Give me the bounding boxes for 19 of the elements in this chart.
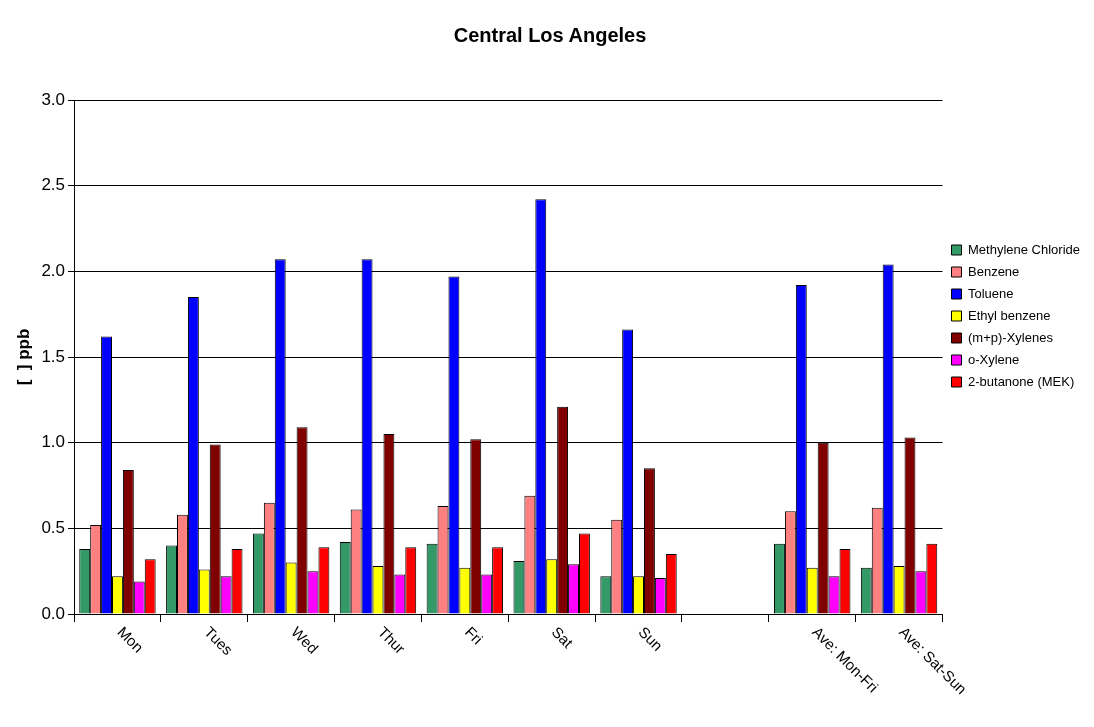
legend-label: (m+p)-Xylenes	[968, 329, 1054, 345]
x-tick-label: Sat	[548, 623, 578, 652]
y-tick-label: 2.0	[41, 261, 66, 281]
y-tick-label: 1.0	[41, 432, 66, 452]
chart-title: Central Los Angeles	[453, 23, 647, 46]
legend-label: 2-butanone (MEK)	[968, 373, 1075, 389]
y-tick-label: 0.0	[41, 603, 66, 623]
legend-label: Ethyl benzene	[968, 307, 1051, 323]
y-tick-label: 1.5	[41, 346, 66, 366]
legend-label: o-Xylene	[968, 351, 1020, 367]
y-tick-label: 2.5	[41, 175, 66, 195]
legend-label: Toluene	[968, 285, 1014, 301]
legend-label: Methylene Chloride	[968, 241, 1081, 257]
y-axis-title: [ ] ppb	[13, 328, 33, 386]
y-tick-label: 0.5	[41, 518, 66, 538]
y-tick-label: 3.0	[41, 89, 66, 109]
x-tick-label: Sun	[635, 623, 667, 654]
x-tick-label: Fri	[461, 623, 487, 648]
legend-label: Benzene	[968, 263, 1020, 279]
